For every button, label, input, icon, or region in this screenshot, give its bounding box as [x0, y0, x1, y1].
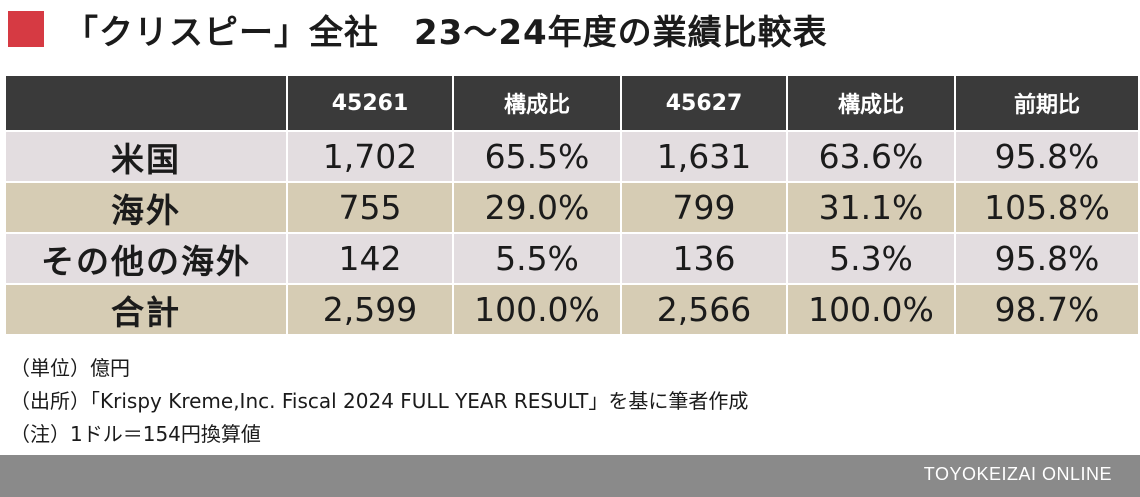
row-label: 米国: [4, 130, 288, 183]
title-marker-square: [8, 11, 44, 47]
table-row-total: 合計 2,599 100.0% 2,566 100.0% 98.7%: [4, 283, 1140, 336]
footer-bar: TOYOKEIZAI ONLINE: [0, 455, 1140, 497]
comparison-table: 45261 構成比 45627 構成比 前期比 米国 1,702 65.5% 1…: [4, 74, 1140, 336]
cell-value: 63.6%: [786, 130, 956, 183]
cell-value: 2,566: [620, 283, 788, 336]
cell-value: 5.3%: [786, 232, 956, 285]
chart-title: 「クリスピー」全社 23〜24年度の業績比較表: [64, 12, 828, 53]
cell-value: 100.0%: [452, 283, 622, 336]
cell-value: 142: [286, 232, 454, 285]
table-row-overseas: 海外 755 29.0% 799 31.1% 105.8%: [4, 181, 1140, 234]
note-source: （出所）「Krispy Kreme,Inc. Fiscal 2024 FULL …: [10, 389, 749, 413]
cell-value: 105.8%: [954, 181, 1140, 234]
cell-value: 799: [620, 181, 788, 234]
cell-value: 2,599: [286, 283, 454, 336]
cell-value: 100.0%: [786, 283, 956, 336]
row-label: 合計: [4, 283, 288, 336]
cell-value: 98.7%: [954, 283, 1140, 336]
header-cell-year-2024: 45627: [620, 74, 788, 132]
table-header-row: 45261 構成比 45627 構成比 前期比: [4, 74, 1140, 132]
header-cell-share-2024: 構成比: [786, 74, 956, 132]
cell-value: 65.5%: [452, 130, 622, 183]
row-label: 海外: [4, 181, 288, 234]
header-cell-year-2023: 45261: [286, 74, 454, 132]
cell-value: 1,631: [620, 130, 788, 183]
row-label: その他の海外: [4, 232, 288, 285]
cell-value: 755: [286, 181, 454, 234]
footnotes: （単位）億円 （出所）「Krispy Kreme,Inc. Fiscal 202…: [10, 352, 748, 451]
cell-value: 5.5%: [452, 232, 622, 285]
note-unit: （単位）億円: [10, 356, 130, 380]
cell-value: 29.0%: [452, 181, 622, 234]
table-row-other-overseas: その他の海外 142 5.5% 136 5.3% 95.8%: [4, 232, 1140, 285]
cell-value: 95.8%: [954, 130, 1140, 183]
cell-value: 95.8%: [954, 232, 1140, 285]
cell-value: 136: [620, 232, 788, 285]
table-row-us: 米国 1,702 65.5% 1,631 63.6% 95.8%: [4, 130, 1140, 183]
cell-value: 1,702: [286, 130, 454, 183]
cell-value: 31.1%: [786, 181, 956, 234]
header-cell-share-2023: 構成比: [452, 74, 622, 132]
brand-label: TOYOKEIZAI ONLINE: [923, 464, 1112, 484]
note-exchange-rate: （注）1ドル＝154円換算値: [10, 422, 261, 446]
header-cell-blank: [4, 74, 288, 132]
title-bar: 「クリスピー」全社 23〜24年度の業績比較表: [8, 8, 828, 53]
header-cell-yoy: 前期比: [954, 74, 1140, 132]
